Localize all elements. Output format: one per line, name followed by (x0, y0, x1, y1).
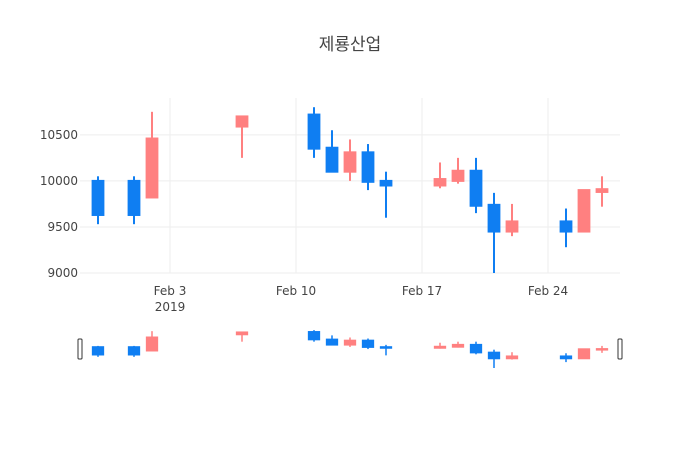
candle-body (235, 331, 249, 336)
candle-body (577, 348, 591, 360)
rangeslider-candle (361, 338, 375, 350)
candle (559, 208, 573, 248)
rangeslider-candle (343, 337, 357, 347)
rangeslider-candle (91, 345, 105, 357)
candle-body (145, 336, 159, 352)
candle-body (379, 179, 393, 187)
candle (91, 176, 105, 225)
candle-body (307, 113, 321, 150)
candle-body (361, 339, 375, 348)
x-year-label: 2019 (155, 300, 186, 314)
candle (307, 107, 321, 158)
candle (127, 176, 141, 225)
candle-body (469, 169, 483, 207)
rangeslider-candle (433, 342, 447, 349)
x-tick-label: Feb 17 (402, 284, 442, 298)
candle-body (487, 203, 501, 233)
y-tick-label: 10500 (40, 128, 78, 142)
candle-body (559, 355, 573, 360)
candle (361, 144, 375, 191)
candle (343, 139, 357, 181)
candle-body (91, 346, 105, 356)
candle-body (325, 338, 339, 346)
candle-body (505, 220, 519, 233)
rangeslider-candle (595, 345, 609, 353)
rangeslider-candle (469, 341, 483, 355)
candle-body (451, 169, 465, 182)
y-tick-label: 9000 (47, 266, 78, 280)
candle-body (595, 348, 609, 351)
rangeslider-candle (559, 353, 573, 363)
rangeslider-candle (145, 331, 159, 352)
rangeslider-candle (235, 331, 249, 342)
candle (235, 115, 249, 158)
grid-lines (80, 98, 620, 274)
candle-body (433, 178, 447, 187)
candle (469, 157, 483, 214)
x-tick-label: Feb 10 (276, 284, 316, 298)
candle-body (577, 189, 591, 233)
candle-body (433, 345, 447, 349)
candle (577, 189, 591, 233)
candle (595, 176, 609, 207)
rangeslider-candle (127, 345, 141, 357)
rangeslider-candle (487, 349, 501, 368)
candle-body (343, 339, 357, 346)
candle (433, 162, 447, 189)
y-tick-label: 9500 (47, 220, 78, 234)
y-tick-label: 10000 (40, 174, 78, 188)
rangeslider-candle (379, 344, 393, 356)
rangeslider-handle-right[interactable] (617, 338, 623, 360)
chart-title: 제룡산업 (319, 35, 382, 55)
candle-body (487, 351, 501, 360)
candle-body (307, 331, 321, 341)
candle (451, 157, 465, 184)
candle (487, 192, 501, 273)
candle-body (343, 151, 357, 173)
rangeslider-candle (451, 341, 465, 348)
candle (145, 111, 159, 199)
rangeslider-handle-left[interactable] (77, 338, 83, 360)
candle-body (127, 179, 141, 216)
candle-body (145, 137, 159, 199)
x-axis-tick-labels: Feb 3 2019 Feb 10 Feb 17 Feb 24 (154, 284, 569, 314)
candle-series (91, 107, 609, 273)
x-tick-label: Feb 3 (154, 284, 187, 298)
candle-body (235, 115, 249, 128)
candle-body (559, 220, 573, 233)
candle-body (505, 355, 519, 360)
candle-body (361, 151, 375, 183)
candle (379, 171, 393, 218)
candle-body (379, 346, 393, 349)
x-tick-label: Feb 24 (528, 284, 568, 298)
rangeslider-candle (307, 330, 321, 342)
candle-body (451, 343, 465, 348)
candle-body (127, 346, 141, 356)
candle (505, 203, 519, 237)
candle-body (91, 179, 105, 216)
range-slider[interactable] (77, 330, 623, 368)
rangeslider-candle (325, 335, 339, 346)
candle (325, 130, 339, 173)
candle-body (595, 188, 609, 193)
candle-body (469, 343, 483, 354)
rangeslider-candle (577, 348, 591, 360)
y-axis-tick-labels: 9000 9500 10000 10500 (40, 128, 78, 280)
candle-body (325, 146, 339, 173)
rangeslider-candle (505, 352, 519, 360)
